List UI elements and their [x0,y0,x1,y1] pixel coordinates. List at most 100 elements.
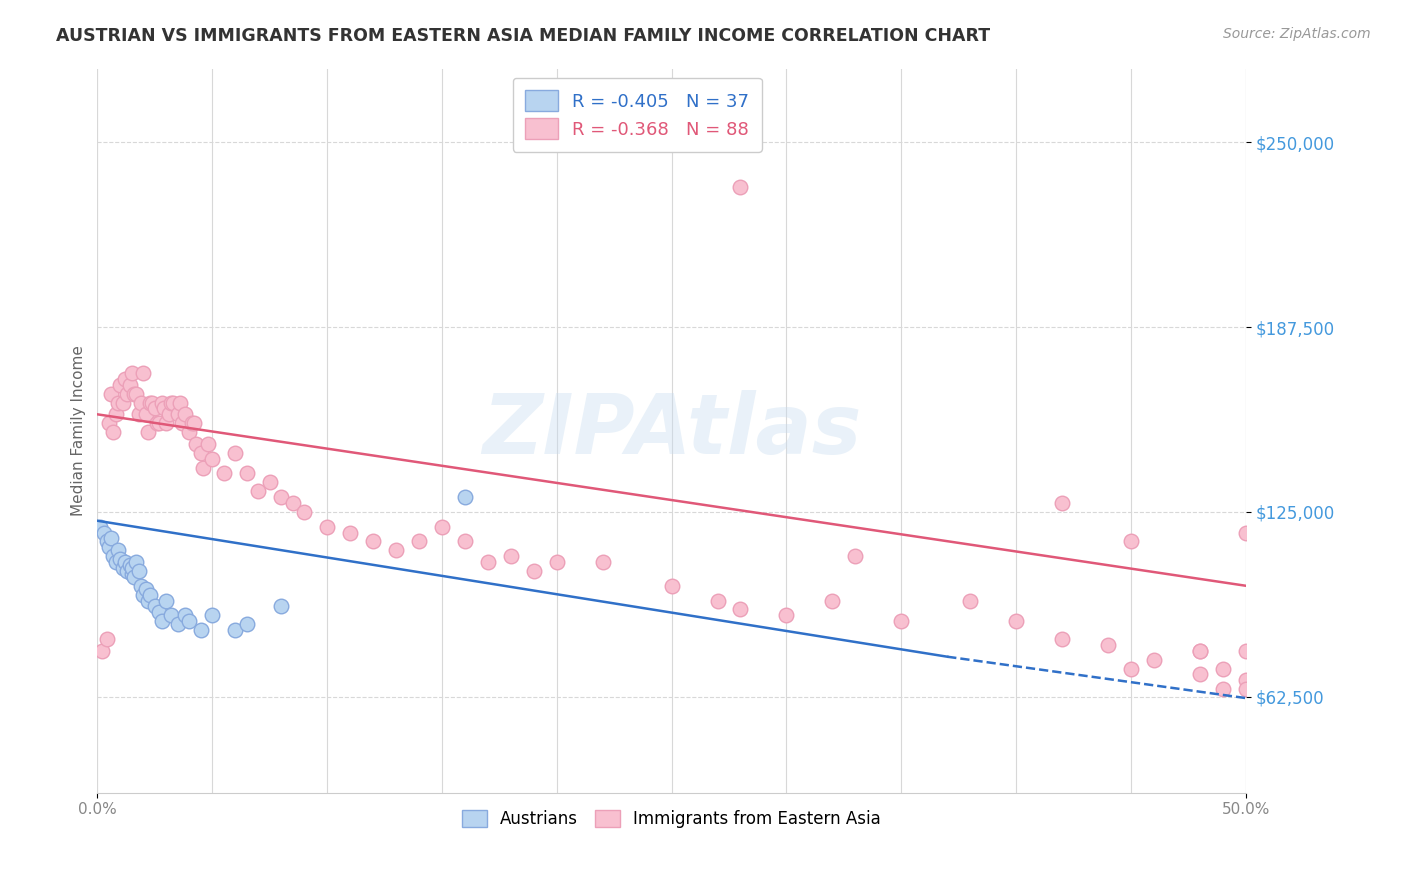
Point [141,395,163,409]
Point [110,552,132,566]
Point [235,467,257,481]
Point [179,425,201,439]
Point [184,437,207,451]
Point [100,386,122,401]
Point [281,496,304,510]
Point [148,606,170,620]
Point [136,425,159,439]
Point [1234,644,1257,658]
Point [89,519,111,533]
Text: Source: ZipAtlas.com: Source: ZipAtlas.com [1223,27,1371,41]
Point [115,564,138,578]
Point [385,543,408,558]
Point [169,395,191,409]
Point [730,179,752,194]
Point [166,617,188,632]
Point [197,437,219,451]
Point [136,593,159,607]
Point [890,614,912,628]
Point [104,407,127,421]
Point [546,555,568,569]
Point [107,395,129,409]
Point [155,593,177,607]
Point [135,582,157,596]
Point [1119,534,1142,549]
Legend: Austrians, Immigrants from Eastern Asia: Austrians, Immigrants from Eastern Asia [456,804,887,835]
Point [115,386,138,401]
Point [1143,653,1166,667]
Point [173,608,195,623]
Point [316,519,339,533]
Point [247,484,270,499]
Point [592,555,614,569]
Text: AUSTRIAN VS IMMIGRANTS FROM EASTERN ASIA MEDIAN FAMILY INCOME CORRELATION CHART: AUSTRIAN VS IMMIGRANTS FROM EASTERN ASIA… [56,27,990,45]
Point [118,558,141,572]
Point [523,564,546,578]
Point [1119,661,1142,675]
Point [93,525,115,540]
Point [97,541,120,555]
Point [166,407,188,421]
Point [224,446,246,460]
Point [179,614,201,628]
Point [128,407,150,421]
Point [183,416,205,430]
Point [1050,632,1073,646]
Point [103,425,125,439]
Point [270,490,292,504]
Point [1234,673,1257,688]
Point [477,555,499,569]
Y-axis label: Median Family Income: Median Family Income [72,345,86,516]
Point [111,561,134,575]
Point [180,416,202,430]
Point [132,366,155,380]
Point [339,525,361,540]
Point [153,401,176,416]
Point [100,532,122,546]
Point [129,579,152,593]
Point [212,467,235,481]
Point [1050,496,1073,510]
Point [270,599,292,614]
Point [143,401,166,416]
Point [111,395,134,409]
Point [190,446,212,460]
Point [1212,661,1234,675]
Point [1188,667,1211,681]
Point [114,555,136,569]
Text: ZIPAtlas: ZIPAtlas [482,390,862,471]
Point [1234,682,1257,697]
Point [706,593,728,607]
Point [150,395,173,409]
Point [148,416,170,430]
Point [118,377,141,392]
Point [1097,638,1119,652]
Point [201,451,224,466]
Point [129,395,152,409]
Point [139,588,162,602]
Point [224,623,246,637]
Point [454,534,477,549]
Point [408,534,430,549]
Point [730,602,752,616]
Point [135,407,157,421]
Point [454,490,477,504]
Point [160,395,183,409]
Point [361,534,384,549]
Point [104,555,127,569]
Point [103,549,125,564]
Point [91,644,114,658]
Point [259,475,281,490]
Point [162,395,184,409]
Point [96,534,118,549]
Point [775,608,797,623]
Point [1212,682,1234,697]
Point [143,599,166,614]
Point [235,617,257,632]
Point [172,416,194,430]
Point [125,555,148,569]
Point [959,593,981,607]
Point [146,416,169,430]
Point [191,460,214,475]
Point [110,377,132,392]
